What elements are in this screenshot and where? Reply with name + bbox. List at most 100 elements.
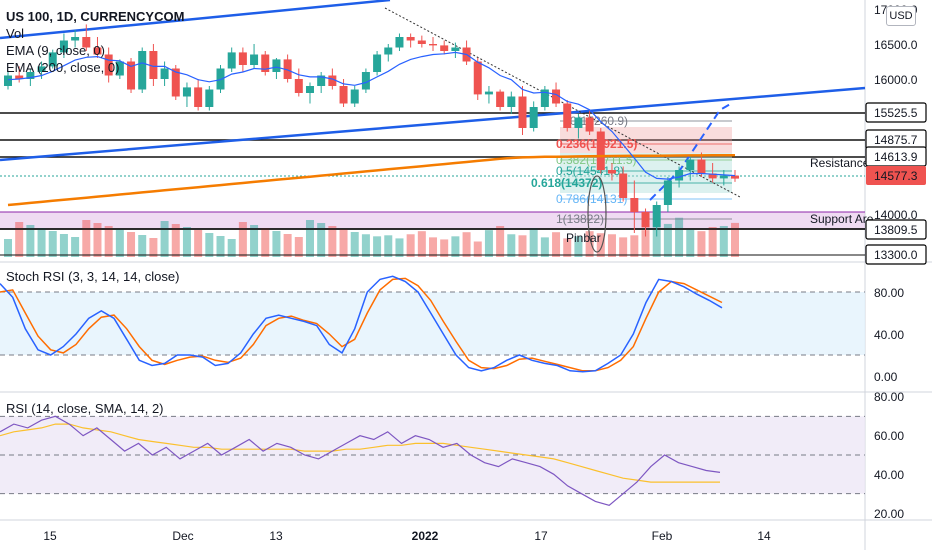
candle-body <box>205 89 214 107</box>
candle-body <box>104 54 113 76</box>
volume-bar <box>406 234 415 257</box>
volume-bar <box>294 237 303 257</box>
candle-body <box>563 103 572 128</box>
volume-bar <box>104 226 113 257</box>
candle-body <box>26 72 35 79</box>
stoch-tick: 40.00 <box>874 328 904 342</box>
volume-bar <box>93 223 102 257</box>
candle-body <box>339 86 348 104</box>
fib-level-label: 0(15260.9) <box>570 114 628 128</box>
currency-badge[interactable]: USD <box>886 6 916 26</box>
volume-bar <box>395 238 404 257</box>
stoch-d-line <box>0 277 723 372</box>
volume-bar <box>261 228 270 257</box>
volume-bar <box>115 229 124 257</box>
volume-bar <box>663 223 672 257</box>
volume-bar <box>585 231 594 257</box>
candle-body <box>507 96 516 107</box>
candle-body <box>227 52 236 69</box>
candle-body <box>540 89 549 107</box>
x-axis-label: Feb <box>652 529 673 543</box>
volume-bar <box>238 222 247 257</box>
volume-bar <box>205 233 214 257</box>
volume-bar <box>149 238 158 257</box>
volume-bar <box>607 234 616 257</box>
rsi-rsi-line <box>0 415 721 506</box>
candle-body <box>552 89 561 104</box>
volume-bar <box>417 231 426 257</box>
price-label-text: 15525.5 <box>874 106 918 120</box>
volume-bar <box>182 227 191 257</box>
pinbar-marker <box>587 175 607 253</box>
volume-bar <box>686 229 695 257</box>
candle-body <box>440 45 449 51</box>
candle-body <box>686 159 695 170</box>
volume-bar <box>619 237 628 257</box>
fib-level-label: 0.236(14921.5) <box>556 137 637 151</box>
resistance-label: Resistance A <box>810 156 880 170</box>
price-label-box <box>866 166 926 185</box>
candle-body <box>641 212 650 228</box>
candle-body <box>294 79 303 93</box>
volume-bar <box>350 232 359 257</box>
volume-bar <box>250 225 259 257</box>
candle-body <box>15 75 24 79</box>
price-label-box <box>865 219 927 240</box>
candle-body <box>607 170 616 174</box>
candle-body <box>149 51 158 79</box>
candle-body <box>663 180 672 205</box>
candle-body <box>216 68 225 90</box>
volume-bar <box>171 224 180 257</box>
price-label-box <box>865 102 927 123</box>
volume-bar <box>630 235 639 257</box>
volume-bar <box>373 236 382 257</box>
candle-body <box>731 175 739 179</box>
candle-body <box>115 61 124 76</box>
candle-body <box>473 61 482 95</box>
candle-body <box>619 173 628 198</box>
candle-body <box>596 131 605 170</box>
volume-bar <box>138 235 147 257</box>
candle-body <box>630 198 639 212</box>
candle-body <box>59 40 68 53</box>
candle-body <box>48 52 57 67</box>
volume-bar <box>194 230 203 257</box>
candle-body <box>37 66 46 72</box>
candle-body <box>429 44 438 46</box>
candle-body <box>71 37 80 41</box>
volume-bar <box>540 237 549 257</box>
candle-body <box>261 54 270 72</box>
volume-bar <box>451 236 460 257</box>
volume-bar <box>529 228 538 257</box>
candle-body <box>305 86 314 93</box>
candle-body <box>697 159 706 174</box>
volume-bar <box>429 237 438 257</box>
volume-bar <box>26 225 35 257</box>
volume-bar <box>71 237 80 257</box>
price-tick: 14000.0 <box>874 208 918 222</box>
x-axis-label: 13 <box>269 529 283 543</box>
support-label: Support Are <box>810 212 874 226</box>
candle-body <box>652 205 661 228</box>
volume-bar <box>15 222 24 257</box>
stoch-tick: 0.00 <box>874 370 898 384</box>
volume-bar <box>507 234 516 257</box>
volume-bar <box>719 226 728 257</box>
price-tick: 16500.0 <box>874 38 918 52</box>
upper-channel-line <box>0 0 391 40</box>
stoch-k-line <box>0 275 723 373</box>
fib-level-label: 0.5(14541.8) <box>556 164 624 178</box>
volume-bar <box>484 230 493 257</box>
rsi-tick: 80.00 <box>874 390 904 404</box>
volume-bar <box>127 232 136 257</box>
volume-bar <box>675 217 684 257</box>
volume-bar <box>227 239 236 257</box>
volume-bar <box>384 235 393 257</box>
candle-body <box>182 87 191 97</box>
candle-body <box>484 91 493 95</box>
candle-body <box>451 47 460 51</box>
candle-body <box>518 96 527 128</box>
fib-level-label: 0.618(14372) <box>531 176 602 190</box>
candle-body <box>529 107 538 128</box>
